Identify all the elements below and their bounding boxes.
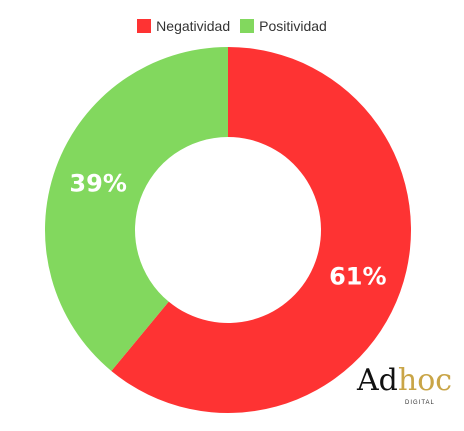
slice-label-negatividad: 61% xyxy=(329,263,386,291)
logo-wordmark: Adhoc xyxy=(357,364,452,398)
legend-swatch-positividad xyxy=(240,19,255,33)
legend-item-positividad[interactable]: Positividad xyxy=(240,18,327,34)
slice-label-positividad: 39% xyxy=(69,169,126,197)
logo-ad: Ad xyxy=(357,363,398,398)
slice-negatividad[interactable] xyxy=(111,47,411,413)
legend-label-positividad: Positividad xyxy=(259,18,327,34)
logo-subtitle: DIGITAL xyxy=(405,400,435,406)
chart-legend: Negatividad Positividad xyxy=(0,18,464,34)
legend-label-negatividad: Negatividad xyxy=(156,18,231,34)
logo-hoc: hoc xyxy=(397,363,453,398)
slice-positividad[interactable] xyxy=(44,47,228,372)
legend-swatch-negatividad xyxy=(137,19,152,33)
adhoc-logo: Adhoc DIGITAL xyxy=(357,364,457,414)
legend-item-negatividad[interactable]: Negatividad xyxy=(137,18,230,34)
